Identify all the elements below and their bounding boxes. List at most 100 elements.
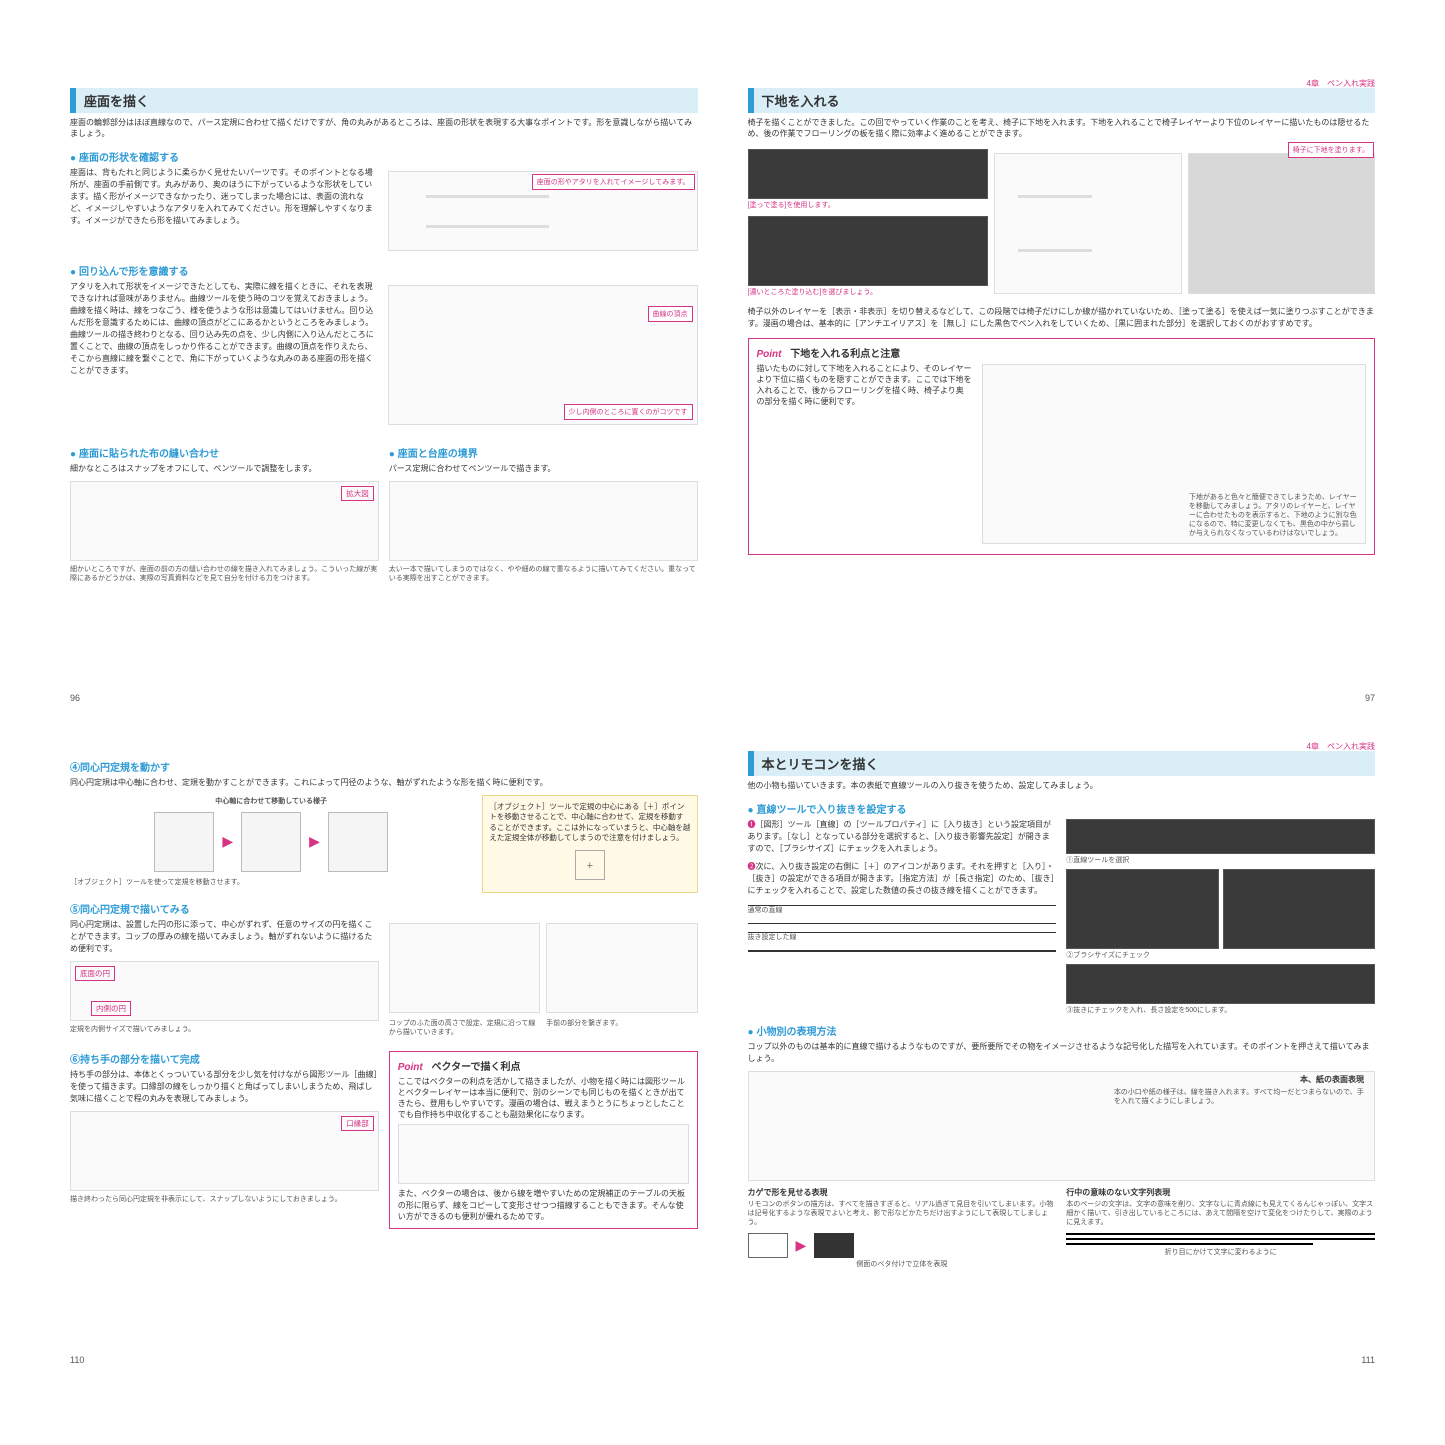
- page-111: 4章 ペン入れ実践 本とリモコンを描く 他の小物も描いていきます。本の表紙で直線…: [738, 743, 1386, 1366]
- subheading-2: 回り込んで形を意識する: [70, 263, 698, 278]
- point-box: Point 下地を入れる利点と注意 描いたものに対して下地を入れることにより、そ…: [748, 338, 1376, 555]
- intro-text: 他の小物も描いていきます。本の表紙で直線ツールの入り抜きを使うため、設定してみま…: [748, 780, 1376, 791]
- page-110: ④同心円定規を動かす 同心円定規は中心軸に合わせ、定規を動かすことができます。こ…: [60, 743, 708, 1366]
- point-title-text: ベクターで描く利点: [432, 1062, 521, 1073]
- callout-curve-top: 曲線の頂点: [648, 306, 693, 322]
- point-title: Point 下地を入れる利点と注意: [757, 345, 1367, 360]
- chair-seat-illustration: 座面の形やアタリを入れてイメージしてみます。: [388, 171, 698, 251]
- callout-curve-bottom: 少し内側のところに置くのがコツです: [564, 404, 693, 420]
- caption-6a: 描き終わったら同心円定規を非表示にして、スナップしないようにしておきましょう。: [70, 1195, 379, 1204]
- step-3-label: 椅子に下地を塗ります。: [1288, 142, 1374, 158]
- tip-box: ［オブジェクト］ツールで定規の中心にある［＋］ポイントを移動させることで、中心軸…: [482, 795, 697, 893]
- table-items-illustration: 本、紙の表面表現 本の小口や紙の様子は、線を描き入れます。すべて均一だとつまらな…: [748, 1071, 1376, 1181]
- step-2: ❷次に、入り抜き設定の右側に［＋］のアイコンがあります。それを押すと［入り］・［…: [748, 861, 1057, 897]
- arrow-icon: ▶: [796, 1237, 807, 1254]
- chapter-label: 4章 ペン入れ実践: [1307, 78, 1375, 89]
- mug-stage-2: [241, 812, 301, 872]
- section-title: 本とリモコンを描く: [748, 751, 1376, 776]
- ellipse-illustration: [398, 1124, 689, 1184]
- body-4: 同心円定規は中心軸に合わせ、定規を動かすことができます。これによって円径のような…: [70, 777, 698, 789]
- point-title-text: 下地を入れる利点と注意: [790, 349, 900, 360]
- caption-5b: コップのふた面の高さで設定、定規に沿って線から描いていきます。: [389, 1019, 540, 1037]
- ui-panel-2: [748, 216, 989, 286]
- subheading-4: 座面と台座の境界: [389, 445, 698, 460]
- chair-filled: 椅子に下地を塗ります。: [1188, 153, 1375, 293]
- label-outer: 底面の円: [75, 966, 115, 981]
- room-scene-illustration: 下地があると色々と簡便できてしまうため、レイヤーを移動してみましょう。アタリのレ…: [982, 364, 1366, 544]
- caption-4: 太い一本で描いてしまうのではなく、やや細めの線で重なるように描いてみてください。…: [389, 565, 698, 583]
- circle-detail-illustration: 底面の円 内側の円: [70, 961, 379, 1021]
- caption-text: 折り目にかけて文字に変わるように: [1066, 1248, 1375, 1257]
- seam-illustration: 拡大図: [70, 481, 379, 561]
- chapter-label: 4章 ペン入れ実践: [1307, 741, 1375, 752]
- point-label: Point: [757, 349, 782, 360]
- section-title: 下地を入れる: [748, 88, 1376, 113]
- line-label-2: 抜き設定した線: [748, 932, 1057, 942]
- step1-caption: ①直線ツールを選択: [1066, 856, 1375, 865]
- sub-6: ⑥持ち手の部分を描いて完成: [70, 1051, 379, 1066]
- page-96: 座面を描く 座面の輪郭部分はほぼ直線なので、パース定規に合わせて描くだけですが、…: [60, 80, 708, 703]
- point-box: Point ベクターで描く利点 ここではベクターの利点を活かして描きましたが、小…: [389, 1051, 698, 1229]
- remote-shaded: [814, 1233, 854, 1258]
- zoom-label: 拡大図: [341, 486, 374, 501]
- section-title: 座面を描く: [70, 88, 698, 113]
- point-caption: 下地があると色々と簡便できてしまうため、レイヤーを移動してみましょう。アタリのレ…: [1189, 493, 1361, 538]
- subheading-2: 小物別の表現方法: [748, 1023, 1376, 1038]
- body-shadow: リモコンのボタンの描方は、すべてを描きすぎると、リアル過ぎて見目を引いてしまいま…: [748, 1200, 1057, 1227]
- step-1-label: [塗っで塗る]を使用します。: [748, 201, 989, 210]
- body-6: 持ち手の部分は、本体とくっついている部分を少し気を付けながら図形ツール［曲線］を…: [70, 1069, 379, 1105]
- page-97: 4章 ペン入れ実践 下地を入れる 椅子を描くことができました。この回でやっていく…: [738, 80, 1386, 703]
- diagram-caption: ［オブジェクト］ツールを使って定規を移動させます。: [70, 878, 472, 887]
- intro-text: 座面の輪郭部分はほぼ直線なので、パース定規に合わせて描くだけですが、角の丸みがあ…: [70, 117, 698, 139]
- tip-text: ［オブジェクト］ツールで定規の中心にある［＋］ポイントを移動させることで、中心軸…: [489, 802, 690, 844]
- arrow-icon: ▶: [309, 833, 320, 850]
- body-text-expr: 本のページの文字は、文字の意味を削り、文字なしに青点線にも見えてくるんじゃっぽい…: [1066, 1200, 1375, 1227]
- diagram-title: 中心軸に合わせて移動している様子: [70, 797, 472, 806]
- mug-stage-3: [328, 812, 388, 872]
- callout-seat: 座面の形やアタリを入れてイメージしてみます。: [532, 174, 695, 190]
- text-lines-sample: [1066, 1233, 1375, 1245]
- subheading-1: 座面の形状を確認する: [70, 149, 698, 164]
- mug-final-illustration: 口縁部: [70, 1111, 379, 1191]
- line-samples: 通常の直線 抜き設定した線: [748, 905, 1057, 952]
- ui-panel-1: [748, 149, 989, 199]
- mug-draw-1: [389, 923, 540, 1013]
- body-fill: 椅子以外のレイヤーを［表示・非表示］を切り替えるなどして、この段階では椅子だけに…: [748, 306, 1376, 330]
- page-number: 97: [1365, 693, 1375, 703]
- intro-text: 椅子を描くことができました。この回でやっていく作業のことを考え、椅子に下地を入れ…: [748, 117, 1376, 139]
- caption-3: 細かいところですが、座面の前の方の縫い合わせの線を描き入れてみましょう。こういっ…: [70, 565, 379, 583]
- label-ring: 口縁部: [341, 1116, 374, 1131]
- step2-caption: ②ブラシサイズにチェック: [1066, 951, 1375, 960]
- mug-stage-1: [154, 812, 214, 872]
- tool-panel-3: [1223, 869, 1375, 949]
- arrow-icon: ▶: [222, 833, 233, 850]
- step-2-label: [濃いところた塗り込む]を選びましょう。: [748, 288, 989, 297]
- label-text: 行中の意味のない文字列表現: [1066, 1187, 1375, 1198]
- body-4: パース定規に合わせてペンツールで描きます。: [389, 463, 698, 475]
- label-inner: 内側の円: [91, 1001, 131, 1016]
- point-label: Point: [398, 1062, 423, 1073]
- subheading-3: 座面に貼られた布の縫い合わせ: [70, 445, 379, 460]
- remote-outline: [748, 1233, 788, 1258]
- body-5: 同心円定規は、設置した円の形に添って、中心がずれず、任意のサイズの円を描くことが…: [70, 919, 379, 955]
- point-title: Point ベクターで描く利点: [398, 1058, 689, 1073]
- page-number: 111: [1361, 1355, 1375, 1365]
- body-1: 座面は、背もたれと同じように柔らかく見せたいパーツです。そのポイントとなる場所が…: [70, 167, 378, 227]
- point-body: 描いたものに対して下地を入れることにより、そのレイヤーより下位に描くものを隠すこ…: [757, 363, 972, 408]
- tool-panel-1: [1066, 819, 1375, 854]
- point-body-2: また、ベクターの場合は、後から線を増やすいための定規補正のテーブルの天板の形に限…: [398, 1188, 689, 1222]
- subheading-1: 直線ツールで入り抜きを設定する: [748, 801, 1376, 816]
- label-book: 本、紙の表面表現: [1300, 1074, 1364, 1085]
- tool-panel-2: [1066, 869, 1218, 949]
- chair-outline-1: [994, 153, 1181, 293]
- plus-icon: ＋: [575, 850, 605, 880]
- body-2: アタリを入れて形状をイメージできたとしても、実際に線を描くときに、それを表現でき…: [70, 281, 378, 377]
- caption-5a: 定規を内側サイズで描いてみましょう。: [70, 1025, 379, 1034]
- page-number: 96: [70, 693, 80, 703]
- page-number: 110: [70, 1355, 84, 1365]
- curve-illustration: 曲線の頂点 少し内側のところに置くのがコツです: [388, 285, 698, 425]
- point-body-1: ここではベクターの利点を活かして描きましたが、小物を描く時には図形ツールとベクタ…: [398, 1076, 689, 1121]
- caption-bottom: ③抜きにチェックを入れ、長さ設定を500にします。: [1066, 1006, 1375, 1015]
- body-book: 本の小口や紙の様子は、線を描き入れます。すべて均一だとつまらないので、手を入れて…: [1114, 1088, 1364, 1106]
- label-shadow: カゲで形を見せる表現: [748, 1187, 1057, 1198]
